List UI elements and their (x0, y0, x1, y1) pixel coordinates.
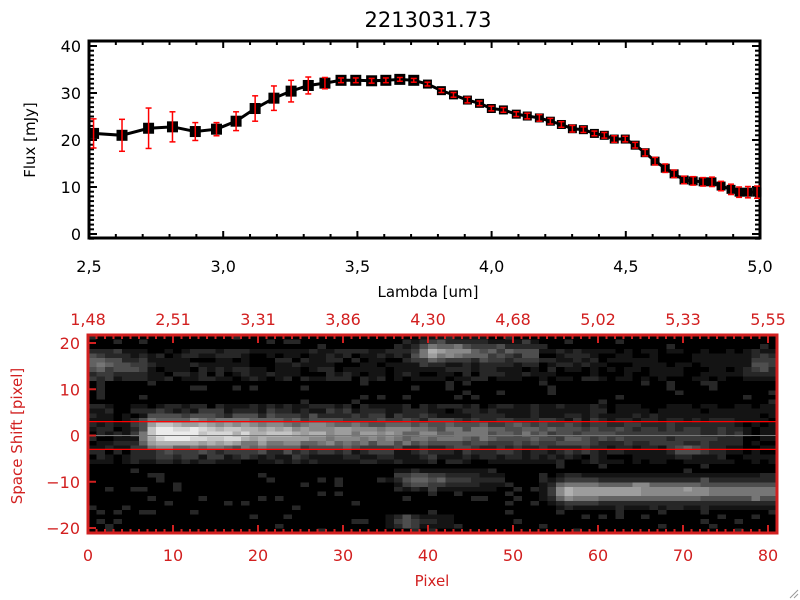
error-bar (270, 85, 277, 112)
error-bar (252, 95, 259, 122)
x-tick-label: 2,5 (76, 257, 101, 276)
y-tick-label: 40 (61, 37, 81, 56)
top-wavelength-label: 5,02 (580, 310, 616, 329)
y-tick-label: −20 (46, 519, 80, 538)
error-bar (632, 141, 639, 149)
error-bar (500, 106, 507, 114)
image-y-axis-label: Space Shift [pixel] (8, 368, 26, 505)
error-bar (681, 175, 688, 185)
error-bar (305, 76, 312, 95)
top-wavelength-label: 3,31 (240, 310, 276, 329)
y-tick-label: 30 (61, 84, 81, 103)
top-wavelength-label: 4,68 (495, 310, 531, 329)
x-tick-label: 80 (758, 546, 778, 565)
y-tick-label: 10 (60, 380, 80, 399)
error-bar (558, 120, 565, 129)
y-tick-label: 10 (61, 178, 81, 197)
error-bar (424, 81, 431, 87)
y-tick-label: 20 (60, 334, 80, 353)
y-tick-label: 0 (70, 427, 80, 446)
error-bar (464, 96, 471, 104)
top-wavelength-label: 1,48 (70, 310, 106, 329)
error-bar (119, 118, 126, 153)
error-bar (410, 77, 417, 83)
error-bar (536, 113, 543, 122)
error-bar (233, 111, 240, 132)
error-bar (450, 91, 457, 98)
x-tick-label: 5,0 (747, 257, 772, 276)
y-tick-label: 20 (61, 131, 81, 150)
error-bar (622, 135, 629, 143)
image-panel-axes: 0 10 20 30 40 50 60 70 80 1,48 2,51 3,31 3,86 4,30 4,6… (46, 310, 786, 565)
error-bar (728, 183, 735, 196)
error-bar (718, 180, 725, 192)
x-tick-label: 0 (83, 546, 93, 565)
error-bar (213, 121, 220, 137)
image-x-axis-label: Pixel (415, 572, 450, 590)
y-tick-label: −10 (46, 473, 80, 492)
error-bar (288, 79, 295, 103)
top-wavelength-label: 3,86 (325, 310, 361, 329)
x-tick-label: 70 (673, 546, 693, 565)
error-bar (642, 148, 649, 157)
error-bar (145, 107, 152, 150)
error-bar (652, 156, 659, 166)
top-wavelength-label: 5,55 (750, 310, 786, 329)
error-bar (90, 118, 97, 149)
x-tick-label: 20 (248, 546, 268, 565)
x-tick-label: 50 (503, 546, 523, 565)
x-tick-label: 60 (588, 546, 608, 565)
x-tick-label: 4,0 (479, 257, 504, 276)
error-bar (601, 131, 608, 139)
top-wavelength-label: 5,33 (665, 310, 701, 329)
error-bar (321, 76, 328, 90)
x-tick-label: 40 (418, 546, 438, 565)
y-tick-label: 0 (71, 225, 81, 244)
x-tick-label: 10 (163, 546, 183, 565)
x-tick-label: 4,5 (613, 257, 638, 276)
error-bar (700, 176, 707, 187)
error-bar (736, 186, 743, 199)
error-bar (754, 185, 761, 200)
error-bar (671, 169, 678, 179)
error-bar (547, 117, 554, 125)
error-bar (708, 176, 715, 188)
error-bar (580, 126, 587, 134)
x-tick-label: 30 (333, 546, 353, 565)
error-bar (662, 163, 669, 174)
error-bar (192, 121, 199, 142)
plot-frame (87, 39, 762, 240)
error-bar (396, 76, 403, 82)
error-bar (438, 88, 445, 94)
error-bar (569, 124, 576, 133)
error-bar (611, 135, 618, 144)
y-axis-label: Flux [mJy] (21, 102, 39, 178)
error-bar (488, 105, 495, 112)
x-tick-label: 3,5 (345, 257, 370, 276)
resize-grip-icon[interactable] (789, 589, 799, 599)
image-frame (86, 333, 779, 535)
top-wavelength-label: 2,51 (155, 310, 191, 329)
error-bar (591, 130, 598, 137)
top-wavelength-label: 4,30 (410, 310, 446, 329)
error-bar (338, 77, 345, 84)
error-bar (352, 77, 359, 84)
error-bar (368, 77, 375, 84)
spectrum-plot: 2,5 3,0 3,5 4,0 4,5 5,0 0 10 20 30 40 (61, 37, 773, 276)
error-bar (690, 175, 697, 186)
error-bar (513, 111, 520, 118)
error-bar (476, 100, 483, 107)
error-bar (524, 112, 531, 120)
error-bar (169, 111, 176, 143)
error-bar (744, 185, 751, 199)
spectral-image (88, 335, 777, 533)
error-bar (382, 77, 389, 84)
x-axis-label: Lambda [um] (378, 283, 479, 301)
chart-title: 2213031.73 (365, 8, 492, 32)
x-tick-label: 3,0 (210, 257, 235, 276)
